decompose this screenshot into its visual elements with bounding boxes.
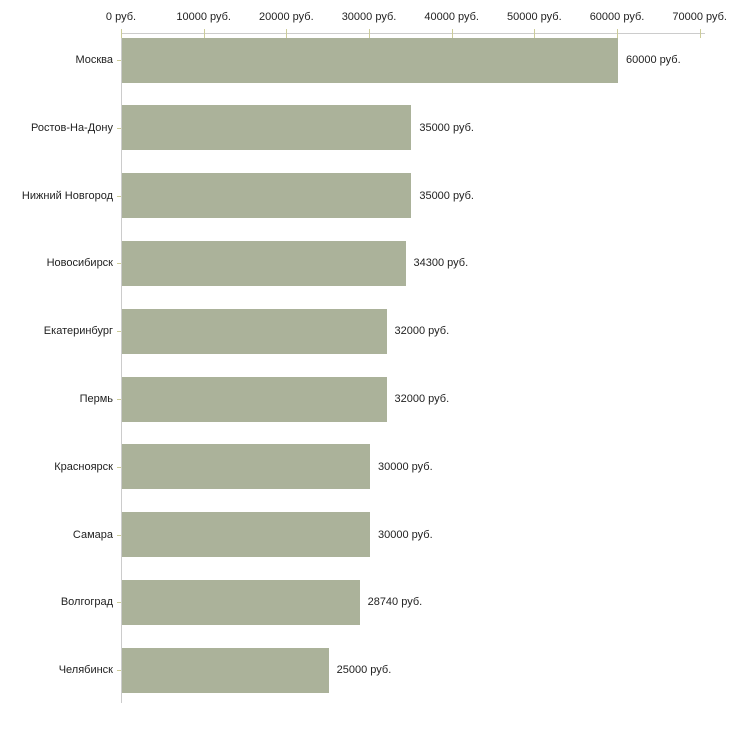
bar	[122, 240, 406, 286]
x-axis-tick-label: 40000 руб.	[424, 11, 479, 23]
bar	[122, 37, 618, 83]
category-label: Екатеринбург	[43, 325, 113, 338]
category-tick	[117, 331, 121, 333]
x-axis-tick-label: 30000 руб.	[341, 11, 397, 23]
category-tick	[117, 602, 121, 604]
value-label: 34300 руб.	[413, 257, 469, 270]
category-label: Москва	[75, 54, 113, 66]
x-axis-tick	[617, 29, 618, 38]
x-axis-tick	[286, 29, 288, 38]
value-label: 30000 руб.	[378, 528, 433, 541]
category-label: Волгоград	[60, 596, 113, 609]
category-label: Нижний Новгород	[21, 189, 113, 202]
category-tick	[117, 195, 121, 197]
bar	[122, 308, 387, 354]
value-label: 60000 руб.	[626, 54, 681, 66]
bar	[122, 647, 329, 693]
category-tick	[117, 263, 121, 265]
bar	[122, 105, 412, 151]
category-tick	[117, 127, 121, 129]
category-label: Красноярск	[54, 460, 113, 473]
value-label: 25000 руб.	[336, 664, 392, 677]
x-axis-tick-label: 60000 руб.	[589, 11, 645, 23]
x-axis-tick	[534, 29, 536, 38]
x-axis-tick	[121, 29, 122, 38]
bar	[122, 512, 370, 558]
x-axis-tick-label: 70000 руб.	[672, 11, 727, 23]
category-label: Пермь	[79, 393, 113, 405]
category-tick	[117, 534, 121, 536]
category-label: Ростов-На-Дону	[30, 121, 113, 134]
value-label: 35000 руб.	[419, 189, 474, 202]
x-axis-tick-label: 20000 руб.	[259, 11, 314, 23]
value-label: 32000 руб.	[394, 393, 450, 405]
value-label: 30000 руб.	[378, 460, 433, 473]
value-label: 32000 руб.	[394, 325, 450, 338]
x-axis-tick	[451, 29, 453, 38]
x-axis-tick-label: 0 руб.	[105, 11, 137, 23]
bar	[122, 376, 387, 422]
category-label: Челябинск	[58, 664, 113, 677]
y-axis-line	[121, 33, 122, 703]
x-axis-tick-label: 10000 руб.	[176, 11, 231, 23]
value-label: 35000 руб.	[419, 121, 474, 134]
x-axis-tick	[369, 29, 370, 38]
category-tick	[117, 466, 121, 468]
bar	[122, 444, 370, 490]
x-axis-tick	[699, 29, 701, 38]
x-axis-line	[121, 33, 705, 34]
category-tick	[117, 60, 121, 61]
category-label: Новосибирск	[46, 257, 113, 270]
category-label: Самара	[72, 528, 113, 541]
x-axis-tick-label: 50000 руб.	[507, 11, 562, 23]
category-tick	[117, 399, 121, 400]
value-label: 28740 руб.	[367, 596, 423, 609]
bar	[122, 579, 360, 625]
bar	[122, 173, 412, 219]
x-axis-tick	[203, 29, 205, 38]
category-tick	[117, 670, 121, 672]
